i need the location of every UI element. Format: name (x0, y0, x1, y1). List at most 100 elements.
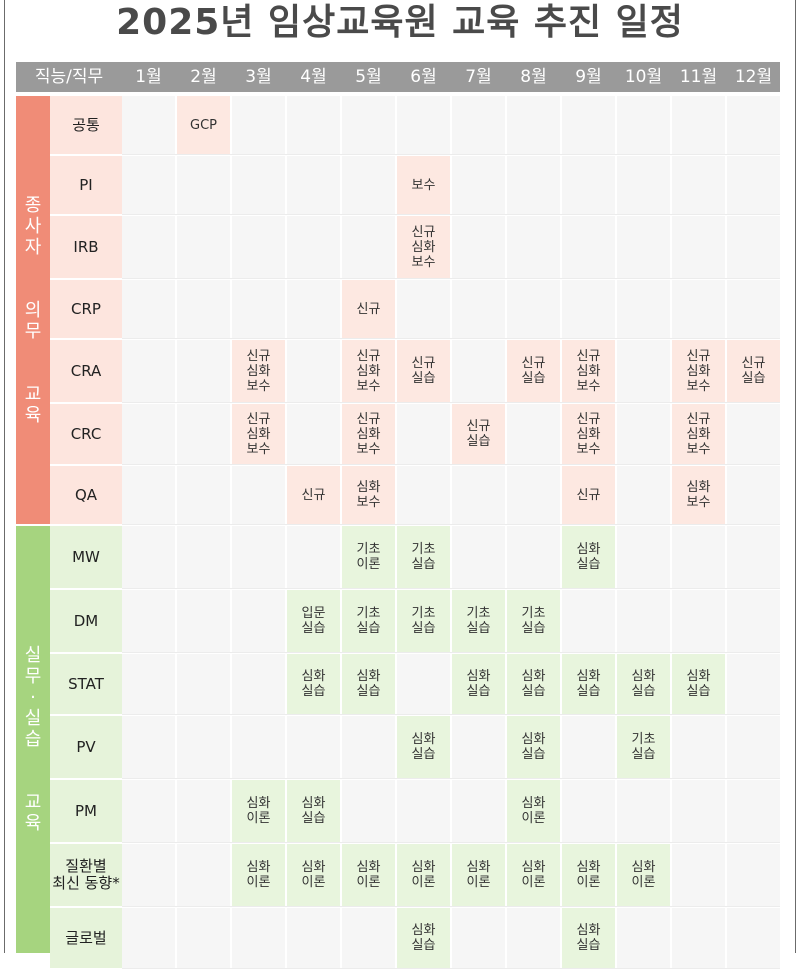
schedule-cell-empty (617, 466, 670, 524)
schedule-cell: 심화 보수 (342, 466, 395, 524)
schedule-cell-empty (232, 156, 285, 214)
job-label: PV (50, 716, 122, 778)
schedule-cell-empty (177, 340, 230, 402)
schedule-cell-empty (507, 280, 560, 338)
schedule-cell-empty (287, 280, 340, 338)
schedule-cell: 기초 실습 (617, 716, 670, 778)
schedule-cell-empty (122, 716, 175, 778)
schedule-cell: 기초 실습 (342, 590, 395, 652)
schedule-cell: 심화 보수 (672, 466, 725, 524)
row-divider (122, 214, 780, 215)
schedule-cell-empty (452, 780, 505, 842)
schedule-cell: 신규 실습 (397, 340, 450, 402)
schedule-cell-empty (727, 466, 780, 524)
schedule-cell: GCP (177, 96, 230, 154)
schedule-cell: 신규 심화 보수 (397, 216, 450, 278)
schedule-cell: 심화 이론 (507, 844, 560, 906)
schedule-cell: 심화 이론 (342, 844, 395, 906)
schedule-cell-empty (177, 404, 230, 464)
schedule-cell-empty (287, 526, 340, 588)
schedule-cell-empty (452, 96, 505, 154)
schedule-cell-empty (507, 156, 560, 214)
schedule-cell-empty (672, 216, 725, 278)
job-label: STAT (50, 654, 122, 714)
schedule-cell: 심화 실습 (507, 716, 560, 778)
schedule-cell: 심화 이론 (617, 844, 670, 906)
schedule-cell-empty (672, 908, 725, 968)
schedule-cell: 심화 실습 (617, 654, 670, 714)
row-divider (122, 402, 780, 403)
schedule-cell-empty (122, 216, 175, 278)
schedule-cell: 신규 심화 보수 (672, 404, 725, 464)
table-header: 직능/직무 1월 2월 3월 4월 5월 6월 7월 8월 9월 10월 11월 12월 (16, 62, 780, 92)
schedule-cell: 심화 실습 (397, 716, 450, 778)
schedule-cell-empty (177, 590, 230, 652)
schedule-cell-empty (177, 216, 230, 278)
job-label: QA (50, 466, 122, 524)
row-divider (122, 842, 780, 843)
schedule-cell-empty (672, 590, 725, 652)
schedule-cell-empty (232, 216, 285, 278)
group-label-text: 실 무 · 실 습 교 육 (24, 645, 42, 834)
schedule-cell-empty (452, 908, 505, 968)
job-label: 글로벌 (50, 908, 122, 968)
schedule-cell-empty (617, 340, 670, 402)
row-divider (122, 338, 780, 339)
schedule-cell-empty (617, 156, 670, 214)
schedule-cell: 신규 실습 (452, 404, 505, 464)
schedule-cell: 신규 심화 보수 (232, 404, 285, 464)
schedule-cell: 신규 (287, 466, 340, 524)
schedule-cell: 심화 이론 (287, 844, 340, 906)
schedule-cell-empty (672, 280, 725, 338)
schedule-cell-empty (562, 156, 615, 214)
header-month: 10월 (624, 67, 663, 87)
header-month: 12월 (734, 67, 773, 87)
schedule-cell-empty (177, 466, 230, 524)
schedule-cell: 심화 실습 (507, 654, 560, 714)
schedule-cell-empty (122, 404, 175, 464)
schedule-cell-empty (397, 466, 450, 524)
schedule-cell: 기초 실습 (452, 590, 505, 652)
schedule-cell-empty (232, 466, 285, 524)
schedule-cell-empty (617, 590, 670, 652)
schedule-cell: 심화 실습 (342, 654, 395, 714)
schedule-cell-empty (232, 908, 285, 968)
row-divider (122, 588, 780, 589)
schedule-cell-empty (177, 844, 230, 906)
schedule-cell-empty (122, 908, 175, 968)
job-label: 공통 (50, 96, 122, 154)
schedule-cell-empty (342, 908, 395, 968)
schedule-cell: 신규 심화 보수 (342, 404, 395, 464)
job-label: CRC (50, 404, 122, 464)
header-corner: 직능/직무 (34, 67, 104, 87)
job-label: PM (50, 780, 122, 842)
schedule-cell: 신규 심화 보수 (342, 340, 395, 402)
header-month: 3월 (245, 67, 272, 87)
schedule-cell-empty (507, 216, 560, 278)
schedule-cell-empty (562, 96, 615, 154)
schedule-cell-empty (507, 908, 560, 968)
schedule-cell: 기초 실습 (397, 526, 450, 588)
schedule-cell-empty (287, 404, 340, 464)
schedule-cell: 심화 실습 (562, 526, 615, 588)
header-month: 9월 (575, 67, 602, 87)
schedule-cell-empty (397, 96, 450, 154)
schedule-cell-empty (397, 654, 450, 714)
schedule-cell-empty (672, 96, 725, 154)
schedule-cell-empty (122, 526, 175, 588)
schedule-cell-empty (177, 156, 230, 214)
schedule-cell-empty (287, 96, 340, 154)
schedule-cell-empty (562, 216, 615, 278)
schedule-cell: 심화 실습 (287, 780, 340, 842)
schedule-cell-empty (672, 526, 725, 588)
schedule-cell-empty (177, 526, 230, 588)
schedule-cell-empty (617, 780, 670, 842)
header-month: 4월 (300, 67, 327, 87)
schedule-cell: 심화 실습 (397, 908, 450, 968)
schedule-cell-empty (287, 340, 340, 402)
schedule-cell: 심화 이론 (397, 844, 450, 906)
schedule-cell: 심화 이론 (562, 844, 615, 906)
job-label: MW (50, 526, 122, 588)
schedule-cell: 기초 이론 (342, 526, 395, 588)
